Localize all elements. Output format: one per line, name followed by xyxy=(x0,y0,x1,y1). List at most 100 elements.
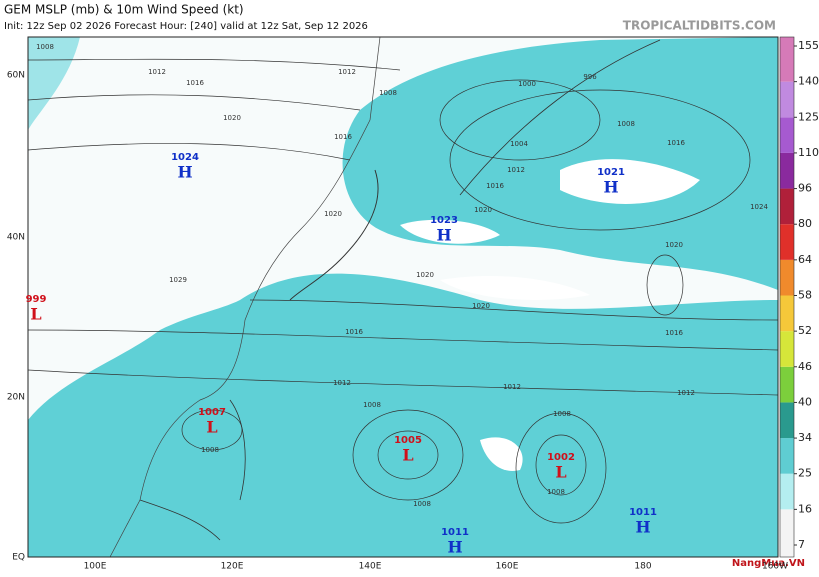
colorbar-label: 34 xyxy=(798,431,812,444)
isobar-label: 1008 xyxy=(379,89,397,97)
colorbar-segment xyxy=(780,224,794,260)
colorbar-label: 96 xyxy=(798,182,812,195)
isobar-label: 996 xyxy=(583,73,597,81)
isobar-label: 1012 xyxy=(507,166,525,174)
colorbar-label: 155 xyxy=(798,39,819,52)
isobar-label: 1020 xyxy=(416,271,434,279)
colorbar-bottom xyxy=(780,545,794,557)
pressure-value: 1002 xyxy=(547,452,575,463)
isobars xyxy=(28,58,778,524)
map-area xyxy=(27,36,779,558)
pressure-letter: L xyxy=(30,305,41,324)
title: GEM MSLP (mb) & 10m Wind Speed (kt) xyxy=(4,3,244,17)
japan-coast xyxy=(289,169,379,301)
isobar-label: 1024 xyxy=(750,203,768,211)
isobar-label: 1008 xyxy=(413,500,431,508)
pressure-letter: H xyxy=(177,163,192,182)
isobar-label: 1000 xyxy=(518,80,536,88)
watermark: NangMua.VN xyxy=(732,558,805,569)
pressure-value: 1005 xyxy=(394,435,422,446)
pressure-letter: L xyxy=(206,418,217,437)
lon-label: 160E xyxy=(496,562,519,572)
colorbar-segment xyxy=(780,81,794,118)
colorbar-label: 7 xyxy=(798,538,805,551)
colorbar-label: 125 xyxy=(798,110,819,123)
isobar-label: 1012 xyxy=(148,68,166,76)
isobar-label: 1016 xyxy=(334,133,352,141)
colorbar-segment xyxy=(780,509,794,545)
pressure-value: 1023 xyxy=(430,215,458,226)
isobar-label: 1016 xyxy=(665,329,683,337)
lon-label: 140E xyxy=(359,562,382,572)
isobar-label: 1029 xyxy=(169,276,187,284)
isobar-label: 1016 xyxy=(486,182,504,190)
pressure-value: 1021 xyxy=(597,167,625,178)
pressure-letter: H xyxy=(603,178,618,197)
lon-label: 100E xyxy=(84,562,107,572)
lat-label: 20N xyxy=(7,393,25,403)
pressure-letter: H xyxy=(436,226,451,245)
isobar-label: 1008 xyxy=(553,410,571,418)
pressure-value: 999 xyxy=(26,294,47,305)
isobar-label: 1004 xyxy=(510,140,528,148)
pressure-value: 1007 xyxy=(198,407,226,418)
colorbar-label: 46 xyxy=(798,360,812,373)
isobar-label: 1020 xyxy=(472,302,490,310)
site-name: TROPICALTIDBITS.COM xyxy=(623,19,776,33)
lon-label: 160W xyxy=(762,562,788,572)
isobar-label: 1016 xyxy=(667,139,685,147)
subtitle: Init: 12z Sep 02 2026 Forecast Hour: [24… xyxy=(4,21,368,32)
lon-label: 120E xyxy=(221,562,244,572)
pressure-value: 1011 xyxy=(441,527,469,538)
isobar-label: 1008 xyxy=(547,488,565,496)
isobar-label: 1020 xyxy=(665,241,683,249)
isobar-label: 1020 xyxy=(324,210,342,218)
lat-label: 60N xyxy=(7,71,25,81)
isobar-label: 1020 xyxy=(223,114,241,122)
colorbar-label: 64 xyxy=(798,253,812,266)
colorbar-segment xyxy=(780,46,794,82)
colorbar-segment xyxy=(780,188,794,225)
colorbar-label: 140 xyxy=(798,75,819,88)
lon-label: 180 xyxy=(634,562,651,572)
isobar-label: 1016 xyxy=(345,328,363,336)
map-frame xyxy=(27,36,779,558)
colorbar-label: 52 xyxy=(798,324,812,337)
isobar-label: 1008 xyxy=(201,446,219,454)
isobar-label: 1008 xyxy=(363,401,381,409)
lat-label: EQ xyxy=(12,553,25,563)
isobar-label: 1012 xyxy=(338,68,356,76)
colorbar-segment xyxy=(780,366,794,403)
coastline xyxy=(28,37,381,557)
calm-region xyxy=(400,219,500,244)
colorbar-segment xyxy=(780,331,794,367)
colorbar-label: 16 xyxy=(798,502,812,515)
colorbar-segment xyxy=(780,402,794,439)
colorbar-top xyxy=(780,37,794,46)
kamchatka-coast xyxy=(459,39,661,196)
isobar-label: 1020 xyxy=(474,206,492,214)
colorbar-segment xyxy=(780,295,794,332)
calm-region xyxy=(560,159,700,204)
colorbar-segment xyxy=(780,473,794,510)
pressure-letter: L xyxy=(402,446,413,465)
isobar-label: 1012 xyxy=(677,389,695,397)
colorbar-label: 110 xyxy=(798,146,819,159)
isobar-label: 1012 xyxy=(333,379,351,387)
colorbar-label: 58 xyxy=(798,289,812,302)
colorbar-label: 40 xyxy=(798,395,812,408)
isobar-label: 1008 xyxy=(36,43,54,51)
calm-region xyxy=(440,275,590,300)
pressure-value: 1024 xyxy=(171,152,199,163)
pressure-letter: L xyxy=(555,463,566,482)
colorbar-frame xyxy=(779,36,795,558)
pressure-letter: H xyxy=(635,518,650,537)
colorbar-segment xyxy=(780,152,794,189)
calm-region xyxy=(480,437,523,471)
colorbar-label: 25 xyxy=(798,467,812,480)
isobar-label: 1012 xyxy=(503,383,521,391)
colorbar-segment xyxy=(780,259,794,296)
colorbar-segment xyxy=(780,438,794,474)
isobar-label: 1016 xyxy=(186,79,204,87)
